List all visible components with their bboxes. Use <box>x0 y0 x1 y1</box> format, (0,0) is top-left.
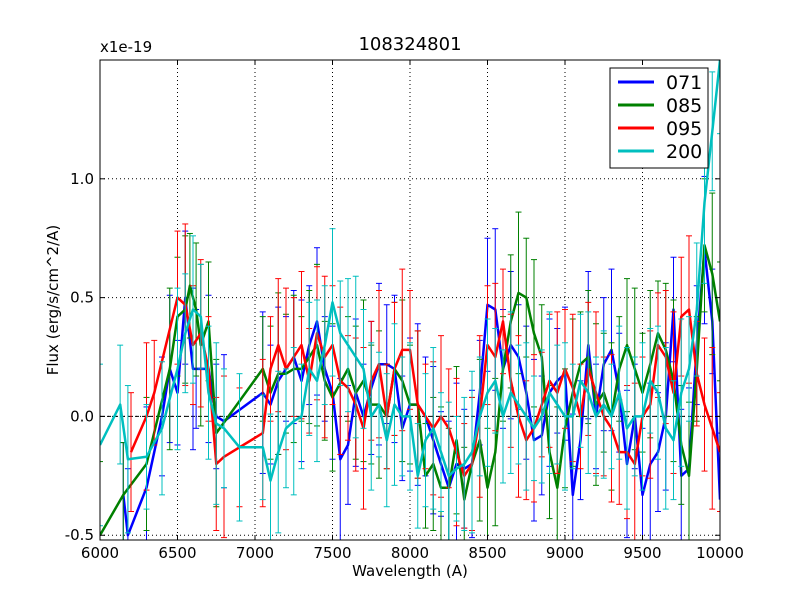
x-tick-label: 6000 <box>81 544 119 562</box>
x-tick-label: 6500 <box>158 544 196 562</box>
x-tick-label: 8500 <box>468 544 506 562</box>
series-line-200 <box>100 60 720 482</box>
legend-label-095: 095 <box>666 118 702 140</box>
x-tick-label: 9500 <box>623 544 661 562</box>
y-tick-label: 1.0 <box>70 170 94 188</box>
axis-ticks: 6000 6500 7000 7500 8000 8500 9000 9500 10000 -0.… <box>65 60 744 562</box>
series-200 <box>100 60 720 540</box>
x-tick-label: 7500 <box>313 544 351 562</box>
chart-title: 108324801 <box>358 34 461 55</box>
y-scale-label: x1e-19 <box>100 38 152 56</box>
x-tick-label: 7000 <box>236 544 274 562</box>
x-tick-label: 9000 <box>546 544 584 562</box>
y-tick-label: 0.0 <box>70 407 94 425</box>
series-line-085 <box>100 244 720 536</box>
x-tick-label: 10000 <box>696 544 744 562</box>
series-group <box>100 60 720 540</box>
legend-label-200: 200 <box>666 141 702 163</box>
x-axis-label: Wavelength (A) <box>352 562 468 580</box>
legend-label-071: 071 <box>666 72 702 94</box>
y-axis-label: Flux (erg/s/cm^2/A) <box>44 225 62 376</box>
legend-label-085: 085 <box>666 95 702 117</box>
y-tick-label: -0.5 <box>65 526 94 544</box>
y-tick-label: 0.5 <box>70 289 94 307</box>
x-tick-label: 8000 <box>391 544 429 562</box>
